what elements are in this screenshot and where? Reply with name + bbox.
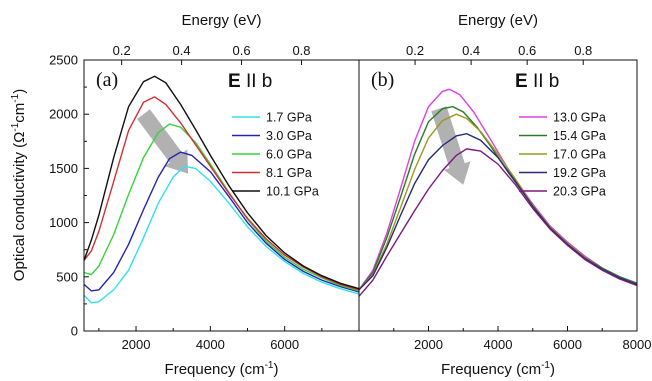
x-axis-title: Frequency (cm-1) [441, 360, 555, 378]
top-tick-label: 0.2 [406, 43, 424, 58]
polarization-b: II b [528, 71, 560, 92]
polarization-b: II b [241, 71, 273, 92]
series-line-1-7-gpa [83, 165, 360, 304]
trend-arrow [137, 109, 189, 174]
series-line-3-0-gpa [83, 151, 360, 293]
legend-label: 20.3 GPa [553, 185, 606, 199]
y-axis-label-text: Optical conductivity [11, 151, 28, 281]
panel-a: 2000 4000 6000 0.2 0.4 0.6 0.8 0 500 1000 1500 2000… [49, 12, 360, 378]
legend-label: 15.4 GPa [553, 129, 606, 143]
x-axis-title-end: ) [273, 361, 278, 378]
series-line-8-1-gpa [83, 96, 360, 291]
y-tick-label: 500 [56, 269, 78, 284]
series-line-20-3-gpa [358, 148, 638, 297]
top-tick-label: 0.6 [233, 43, 251, 58]
legend-label: 17.0 GPa [553, 148, 606, 162]
y-axis-unit-cm: cm [11, 103, 28, 123]
panel-label: (a) [96, 69, 118, 91]
y-axis-label: Optical conductivity (Ω-1cm-1) [10, 89, 28, 281]
legend-label: 10.1 GPa [266, 185, 319, 199]
top-tick-label: 0.4 [462, 43, 480, 58]
series-line-6-0-gpa [83, 123, 360, 292]
legend-label: 19.2 GPa [553, 166, 606, 180]
legend-label: 6.0 GPa [266, 148, 312, 162]
y-tick-label: 2000 [49, 107, 78, 122]
y-axis-unit-close: ) [11, 89, 28, 94]
legend-label: 8.1 GPa [266, 166, 312, 180]
polarization-label: E II b [228, 71, 272, 92]
series-line-19-2-gpa [358, 132, 638, 291]
x-axis-title-text: Frequency (cm [165, 361, 265, 378]
top-tick-label: 0.4 [173, 43, 191, 58]
x-axis-title-text: Frequency (cm [441, 361, 541, 378]
legend-label: 3.0 GPa [266, 129, 312, 143]
x-axis-title-end: ) [550, 361, 555, 378]
top-axis-title: Energy (eV) [181, 12, 261, 29]
top-tick-label: 0.8 [574, 43, 592, 58]
y-tick-label: 2500 [49, 53, 78, 68]
series-line-13-0-gpa [358, 88, 638, 291]
x-axis-title-sup: -1 [265, 360, 274, 371]
x-tick-label: 4000 [484, 337, 513, 352]
polarization-e: E [515, 71, 528, 92]
y-tick-label: 1500 [49, 161, 78, 176]
panel-b: 2000 4000 6000 8000 0.2 0.4 0.6 0.8 Energy (eV) F… [358, 12, 652, 378]
x-axis-title: Frequency (cm-1) [165, 360, 279, 378]
legend-label: 13.0 GPa [553, 111, 606, 125]
y-axis-unit-sup1: -1 [10, 122, 21, 131]
x-tick-label: 2000 [122, 337, 151, 352]
x-tick-label: 8000 [623, 337, 652, 352]
y-axis-unit-sup2: -1 [10, 93, 21, 102]
series-line-17-0-gpa [358, 113, 638, 291]
y-tick-label: 0 [71, 324, 78, 339]
polarization-e: E [228, 71, 241, 92]
x-tick-label: 6000 [553, 337, 582, 352]
panel-label: (b) [371, 69, 394, 91]
trend-arrow [431, 106, 471, 185]
top-tick-label: 0.8 [292, 43, 310, 58]
x-axis-title-sup: -1 [541, 360, 550, 371]
y-tick-label: 1000 [49, 215, 78, 230]
legend-label: 1.7 GPa [266, 111, 312, 125]
x-tick-label: 4000 [196, 337, 225, 352]
x-tick-label: 2000 [414, 337, 443, 352]
top-axis-title: Energy (eV) [458, 12, 538, 29]
series-line-10-1-gpa [83, 75, 360, 290]
x-tick-label: 6000 [270, 337, 299, 352]
top-tick-label: 0.2 [113, 43, 131, 58]
polarization-label: E II b [515, 71, 559, 92]
y-axis-unit-open: (Ω [11, 132, 28, 148]
top-tick-label: 0.6 [518, 43, 536, 58]
